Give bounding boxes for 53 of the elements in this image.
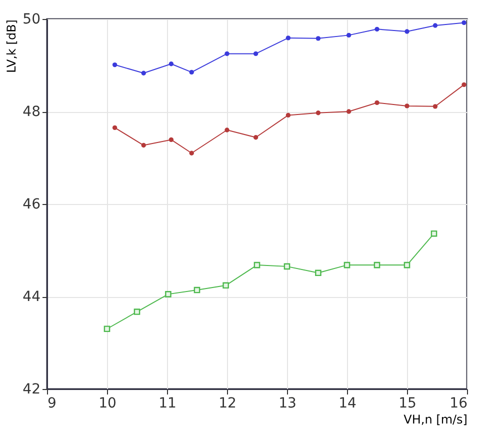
point xyxy=(462,82,466,88)
point xyxy=(430,230,438,237)
point xyxy=(374,26,380,32)
y-tick-label: 48 xyxy=(22,104,40,120)
point xyxy=(168,62,174,66)
point xyxy=(254,262,260,268)
x-tick-label: 12 xyxy=(218,396,236,412)
point xyxy=(168,137,174,142)
x-tick-label: 13 xyxy=(278,396,296,412)
point xyxy=(316,36,321,41)
point xyxy=(112,62,118,68)
point xyxy=(134,308,140,315)
point xyxy=(189,70,194,75)
point xyxy=(404,29,410,34)
point xyxy=(346,32,352,38)
point xyxy=(344,262,350,268)
point xyxy=(346,109,352,114)
point xyxy=(316,110,321,116)
y-tick-label: 46 xyxy=(22,196,41,212)
point xyxy=(165,291,172,298)
point xyxy=(224,128,230,132)
point xyxy=(374,262,380,268)
point xyxy=(189,150,194,156)
point xyxy=(222,282,229,289)
point xyxy=(253,51,258,56)
point xyxy=(141,70,146,76)
point xyxy=(404,104,410,108)
point xyxy=(432,23,438,28)
point xyxy=(286,112,291,118)
point xyxy=(462,20,466,26)
y-tick-label: 42 xyxy=(22,382,40,398)
point xyxy=(432,104,438,109)
x-tick-label: 14 xyxy=(338,396,356,412)
point xyxy=(253,135,258,140)
x-tick-label: 15 xyxy=(398,396,416,412)
point xyxy=(284,263,290,270)
point xyxy=(374,100,380,106)
point xyxy=(112,125,118,130)
point xyxy=(141,142,146,148)
point xyxy=(315,270,322,276)
point xyxy=(404,262,410,268)
point xyxy=(104,326,110,332)
x-tick-label: 9 xyxy=(48,396,56,412)
x-tick-label: 10 xyxy=(98,396,116,412)
x-axis-title: VH,n [m/s] xyxy=(404,412,468,426)
y-tick-label: 44 xyxy=(22,289,41,305)
point xyxy=(224,51,230,56)
y-axis-title: LV,k [dB] xyxy=(4,20,19,73)
point xyxy=(194,286,200,294)
x-tick-label: 16 xyxy=(450,396,468,412)
y-tick-label: 50 xyxy=(22,12,40,28)
x-tick-label: 11 xyxy=(158,396,176,412)
point xyxy=(286,36,291,40)
